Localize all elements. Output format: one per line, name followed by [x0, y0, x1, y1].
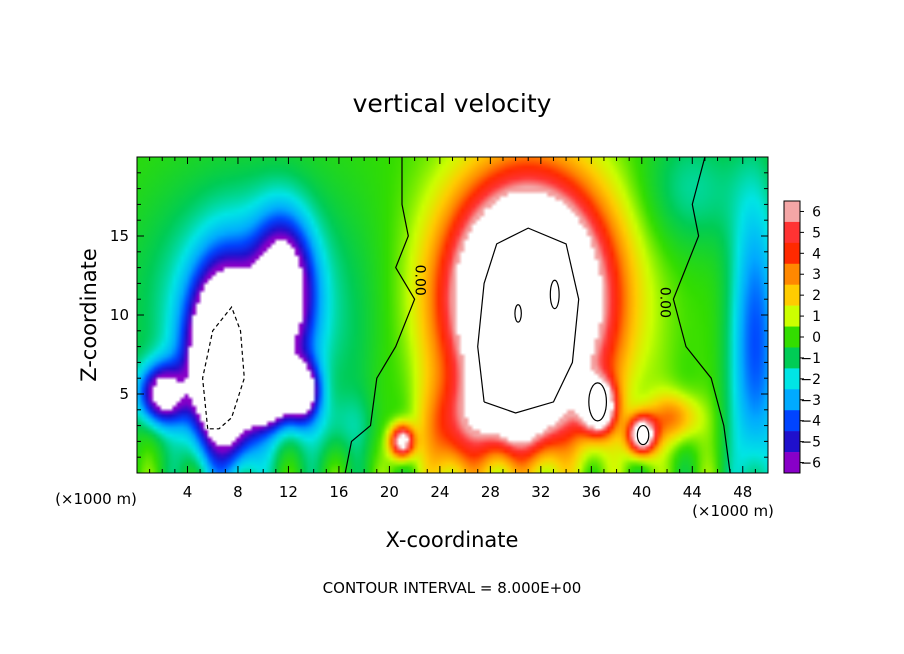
colorbar-tick-label: 4 — [812, 246, 821, 262]
colorbar-swatch — [784, 326, 800, 348]
x-tick-label: 36 — [582, 483, 601, 501]
plot-area: 0.00 0.00 — [136, 156, 769, 474]
colorbar-swatch — [784, 368, 800, 390]
y-axis: 5 10 15 — [110, 172, 768, 458]
colorbar-tick-label: 0 — [812, 330, 821, 346]
contour-ring-small — [588, 382, 608, 422]
x-tick-label: 8 — [233, 483, 243, 501]
contour-ring-small — [549, 279, 560, 310]
colorbar-swatch — [784, 201, 800, 223]
colorbar-tick-label: 6 — [812, 204, 821, 220]
colorbar-tick-label: −4 — [800, 414, 821, 430]
zero-contour-left — [344, 157, 416, 473]
positive-contour-core — [477, 227, 580, 414]
contour-label: 0.00 — [657, 287, 673, 318]
contour-labels: 0.00 0.00 — [412, 265, 673, 318]
colorbar-tick-label: 5 — [812, 225, 821, 241]
colorbar-tick-label: 2 — [812, 288, 821, 304]
contour-ring-small — [636, 424, 650, 446]
y-tick-label: 10 — [110, 306, 129, 324]
colorbar-tick-label: 1 — [812, 309, 821, 325]
x-unit-label-right: (×1000 m) — [692, 502, 774, 520]
x-tick-label: 16 — [329, 483, 348, 501]
contour-interval-note: CONTOUR INTERVAL = 8.000E+00 — [323, 579, 582, 597]
zero-contour-right — [672, 157, 731, 473]
colorbar-tick-label: 3 — [812, 267, 821, 283]
colorbar-tick-label: −2 — [800, 372, 821, 388]
contour-label: 0.00 — [412, 265, 428, 296]
x-tick-label: 44 — [683, 483, 702, 501]
x-tick-label: 12 — [279, 483, 298, 501]
y-tick-label: 5 — [119, 385, 129, 403]
colorbar: 6 5 4 3 2 1 0 −1 −2 −3 −4 −5 −6 — [783, 200, 821, 474]
contour-lines — [201, 157, 731, 473]
colorbar-swatch — [784, 452, 800, 474]
colorbar-swatch — [784, 347, 800, 369]
y-axis-title: Z-coordinate — [77, 248, 101, 382]
x-tick-label: 4 — [183, 483, 193, 501]
x-tick-label: 28 — [481, 483, 500, 501]
colorbar-swatch — [784, 284, 800, 306]
x-tick-label: 40 — [632, 483, 651, 501]
y-tick-label: 15 — [110, 227, 129, 245]
x-axis: 4 8 12 16 20 24 28 32 36 40 44 48 — [149, 157, 756, 501]
colorbar-tick-label: −6 — [800, 456, 821, 472]
x-tick-label: 32 — [531, 483, 550, 501]
x-axis-title: X-coordinate — [386, 528, 519, 552]
contour-ring-small — [514, 304, 522, 323]
x-tick-label: 48 — [733, 483, 752, 501]
colorbar-tick-label: −3 — [800, 393, 821, 409]
x-unit-label-left: (×1000 m) — [55, 490, 137, 508]
x-tick-label: 20 — [380, 483, 399, 501]
colorbar-tick-label: −1 — [800, 351, 821, 367]
colorbar-swatch — [784, 389, 800, 411]
colorbar-tick-label: −5 — [800, 435, 821, 451]
colorbar-swatch — [784, 242, 800, 265]
colorbar-swatch — [784, 431, 800, 453]
x-tick-label: 24 — [430, 483, 449, 501]
colorbar-swatch — [784, 410, 800, 432]
chart-title: vertical velocity — [353, 89, 552, 118]
negative-contour-core — [201, 305, 245, 430]
colorbar-swatch — [784, 221, 800, 244]
colorbar-swatch — [784, 305, 800, 327]
colorbar-swatch — [784, 263, 800, 285]
heatmap-field — [137, 157, 768, 473]
